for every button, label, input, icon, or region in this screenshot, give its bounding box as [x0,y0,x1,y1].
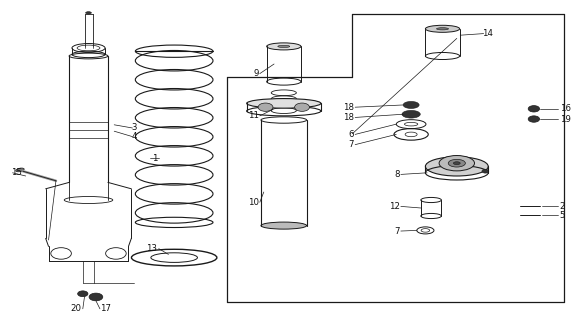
Ellipse shape [16,168,24,172]
Ellipse shape [86,12,91,14]
Circle shape [78,291,88,297]
Text: 18: 18 [343,113,354,122]
Ellipse shape [453,162,460,164]
Ellipse shape [448,159,465,167]
Circle shape [528,106,540,112]
Circle shape [528,116,540,122]
Text: 5: 5 [560,211,565,220]
Ellipse shape [267,43,301,50]
Circle shape [482,169,489,173]
Text: 9: 9 [254,69,259,78]
Text: 19: 19 [560,115,570,124]
Text: 11: 11 [248,111,259,120]
Circle shape [89,293,103,301]
Text: 1: 1 [151,154,157,163]
Text: 16: 16 [560,104,570,113]
Text: 6: 6 [348,130,354,139]
Ellipse shape [261,222,307,229]
Text: 12: 12 [389,202,400,211]
Text: 15: 15 [11,168,22,177]
Text: 14: 14 [482,29,493,38]
Ellipse shape [247,99,321,108]
Text: 17: 17 [100,304,111,313]
Text: 2: 2 [560,202,565,211]
Ellipse shape [425,25,460,32]
Ellipse shape [402,110,420,118]
Ellipse shape [437,28,449,30]
Text: 4: 4 [131,132,137,141]
Text: 3: 3 [131,124,137,132]
Ellipse shape [278,45,289,47]
Ellipse shape [403,101,419,108]
Text: 7: 7 [348,140,354,149]
Text: 18: 18 [343,103,354,112]
Text: 20: 20 [71,304,82,313]
Text: 10: 10 [248,198,259,207]
Circle shape [295,103,309,111]
Circle shape [258,103,273,111]
Text: 13: 13 [146,244,157,253]
Ellipse shape [425,157,488,176]
Ellipse shape [439,156,475,171]
Text: 8: 8 [394,170,400,179]
Text: 7: 7 [394,227,400,236]
